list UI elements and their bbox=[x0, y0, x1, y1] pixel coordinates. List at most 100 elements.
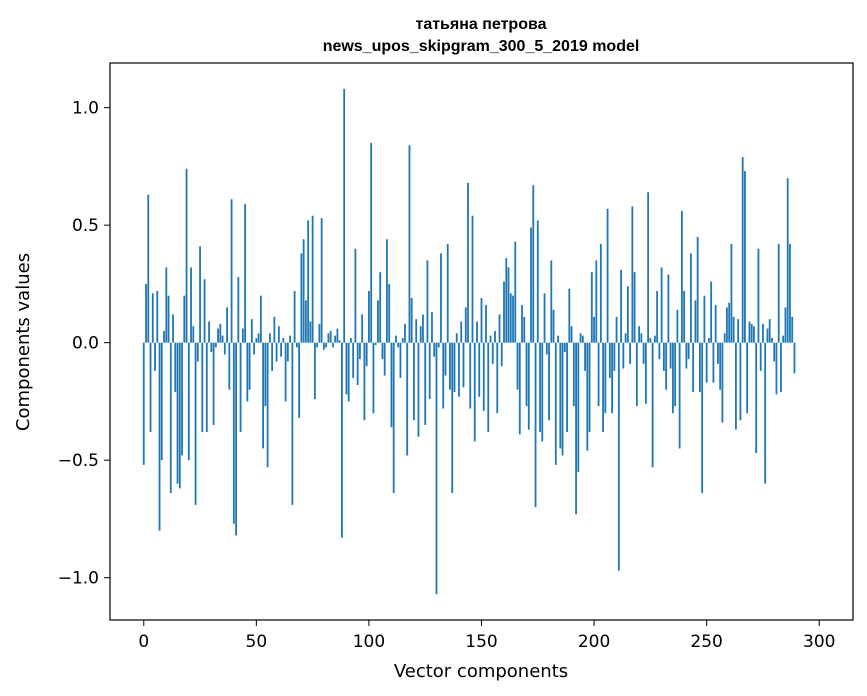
bar bbox=[383, 342, 386, 376]
bar bbox=[530, 227, 532, 343]
bar bbox=[462, 342, 465, 388]
bar bbox=[714, 305, 717, 343]
bar bbox=[226, 307, 228, 343]
bar bbox=[221, 335, 224, 343]
bar bbox=[656, 290, 659, 343]
bar bbox=[651, 342, 654, 468]
bar bbox=[386, 239, 388, 343]
bar bbox=[230, 199, 233, 343]
bar bbox=[669, 342, 672, 369]
bar bbox=[773, 342, 776, 362]
bar bbox=[771, 337, 773, 343]
bar bbox=[527, 342, 530, 430]
bar bbox=[762, 323, 764, 343]
bar bbox=[401, 337, 404, 343]
bar bbox=[284, 342, 287, 402]
bar bbox=[332, 342, 334, 348]
bar bbox=[667, 274, 670, 343]
bar bbox=[638, 326, 641, 343]
bar bbox=[469, 342, 472, 409]
bar bbox=[181, 342, 183, 456]
bar bbox=[374, 342, 377, 346]
bar bbox=[345, 342, 348, 395]
bar bbox=[428, 342, 431, 400]
bar bbox=[286, 342, 289, 362]
bar bbox=[343, 88, 346, 343]
bar bbox=[689, 253, 692, 343]
bar bbox=[415, 319, 418, 343]
bar bbox=[791, 316, 794, 343]
bar bbox=[277, 326, 280, 343]
bar bbox=[406, 342, 409, 456]
bar bbox=[717, 342, 719, 364]
bar bbox=[536, 220, 539, 343]
bar bbox=[489, 335, 492, 343]
bar bbox=[390, 342, 393, 428]
bar bbox=[347, 342, 350, 402]
bar bbox=[244, 204, 246, 343]
bar bbox=[613, 342, 616, 371]
bar bbox=[154, 342, 156, 371]
bar bbox=[732, 316, 735, 343]
bar bbox=[703, 295, 706, 343]
bar bbox=[595, 260, 598, 343]
bar bbox=[178, 342, 181, 489]
bar bbox=[325, 342, 328, 348]
bar bbox=[590, 272, 593, 343]
bar bbox=[165, 267, 168, 343]
y-tick-label: 0.5 bbox=[72, 216, 99, 236]
bar bbox=[156, 290, 159, 343]
bar bbox=[433, 342, 436, 357]
bar bbox=[719, 342, 722, 390]
bar bbox=[570, 326, 573, 343]
bar bbox=[214, 342, 217, 348]
bar bbox=[248, 342, 251, 390]
bar bbox=[599, 243, 602, 343]
bar bbox=[644, 342, 647, 404]
bar bbox=[705, 342, 708, 383]
bar bbox=[359, 342, 361, 360]
x-tick-label: 150 bbox=[465, 632, 497, 652]
bar bbox=[190, 267, 192, 343]
y-axis-label: Components values bbox=[13, 253, 34, 431]
bar bbox=[559, 342, 562, 449]
bar bbox=[575, 342, 577, 515]
bar bbox=[557, 335, 559, 343]
bar bbox=[473, 342, 476, 442]
bar bbox=[187, 342, 190, 461]
bar bbox=[350, 337, 352, 343]
bar bbox=[699, 342, 701, 393]
bar bbox=[577, 342, 580, 472]
bar bbox=[521, 305, 523, 343]
bar bbox=[757, 248, 760, 343]
chart-title-line-1: татьяна петрова bbox=[415, 16, 546, 33]
bar bbox=[151, 293, 154, 343]
bar bbox=[271, 342, 274, 371]
bar bbox=[147, 194, 150, 343]
bar bbox=[721, 342, 724, 423]
bar bbox=[223, 342, 226, 355]
bar bbox=[185, 168, 188, 343]
bar bbox=[295, 342, 298, 348]
bar bbox=[678, 342, 681, 449]
bar bbox=[338, 340, 341, 343]
bar bbox=[413, 342, 415, 421]
bar bbox=[309, 321, 312, 343]
bar bbox=[505, 258, 508, 343]
x-tick-label: 250 bbox=[690, 632, 722, 652]
bar bbox=[608, 342, 611, 378]
bar bbox=[259, 295, 262, 343]
bar bbox=[257, 333, 260, 343]
bar bbox=[194, 342, 197, 505]
bar bbox=[512, 295, 514, 343]
bar bbox=[712, 342, 715, 383]
bar bbox=[370, 142, 373, 343]
bar bbox=[253, 342, 255, 355]
bar bbox=[708, 337, 710, 343]
bar bbox=[755, 342, 758, 454]
bar bbox=[786, 178, 789, 343]
bar bbox=[237, 276, 240, 343]
bar bbox=[273, 316, 276, 343]
bar bbox=[158, 342, 161, 531]
bar bbox=[739, 342, 742, 421]
